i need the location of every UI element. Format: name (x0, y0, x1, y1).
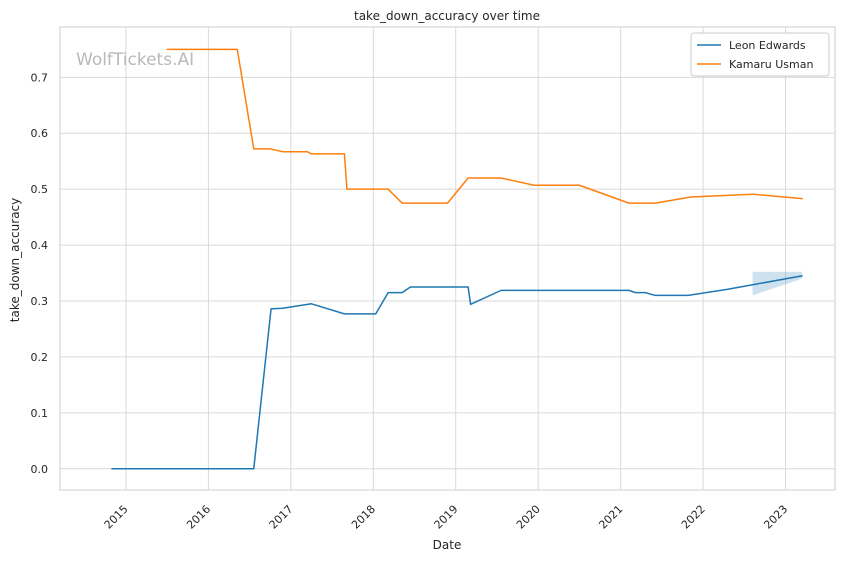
y-tick-label: 0.6 (31, 127, 49, 140)
y-tick-label: 0.2 (31, 351, 49, 364)
plot-frame (59, 26, 836, 491)
series-lines (111, 48, 803, 470)
y-axis-title: take_down_accuracy (8, 198, 22, 322)
y-tick-label: 0.1 (31, 407, 49, 420)
x-axis-title: Date (433, 538, 462, 552)
y-axis-ticks: 0.0 0.1 0.2 0.3 0.4 0.5 0.6 0.7 (31, 71, 49, 475)
legend-label-leon-edwards: Leon Edwards (729, 39, 806, 52)
y-tick-label: 0.5 (31, 183, 49, 196)
series-line-kamaru-usman (166, 48, 803, 204)
legend-label-kamaru-usman: Kamaru Usman (729, 58, 813, 71)
y-tick-label: 0.4 (31, 239, 49, 252)
grid (60, 27, 835, 490)
y-tick-label: 0.3 (31, 295, 49, 308)
legend: Leon Edwards Kamaru Usman (690, 32, 830, 77)
y-tick-label: 0.7 (31, 71, 49, 84)
legend-box (690, 32, 830, 77)
chart-title: take_down_accuracy over time (354, 9, 540, 23)
plot-area (59, 26, 836, 491)
y-tick-label: 0.0 (31, 463, 49, 476)
series-line-leon-edwards (111, 275, 803, 470)
watermark: WolfTickets.AI (76, 50, 194, 70)
